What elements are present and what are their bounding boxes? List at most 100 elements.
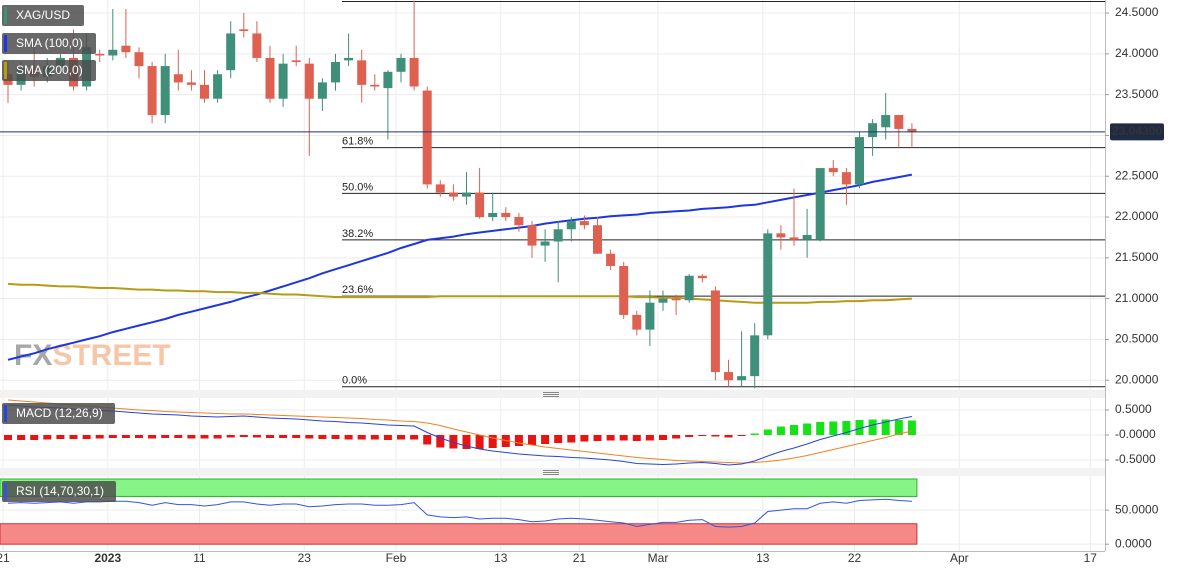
macd-histogram-bar: [397, 435, 405, 440]
watermark-street: STREET: [52, 339, 170, 372]
legend-label: SMA (100,0): [16, 36, 83, 50]
candle-body: [108, 49, 118, 56]
macd-histogram-bar: [121, 435, 130, 438]
y-tick-label: 24.5000: [1115, 5, 1159, 19]
legend-swatch: [4, 7, 7, 24]
candle-body: [763, 233, 773, 336]
macd-histogram-bar: [423, 435, 432, 445]
fib-label: 50.0%: [342, 181, 373, 193]
macd-histogram-bar: [488, 435, 497, 448]
candle-body: [252, 33, 262, 58]
macd-histogram-bar: [855, 420, 864, 435]
y-tick-label: -0.5000: [1115, 452, 1156, 466]
y-tick-label: 23.5000: [1115, 87, 1159, 101]
macd-histogram-bar: [161, 435, 170, 438]
legend-swatch: [4, 405, 7, 422]
candle-body: [750, 335, 760, 377]
candle-body: [265, 57, 275, 99]
candle-body: [370, 84, 380, 87]
macd-histogram-bar: [881, 419, 890, 435]
macd-histogram-bar: [357, 435, 366, 440]
macd-histogram-bar: [737, 435, 746, 436]
legend-swatch: [4, 483, 7, 500]
candle-body: [304, 63, 314, 99]
legend-swatch: [4, 35, 7, 52]
macd-histogram-bar: [370, 435, 379, 440]
macd-histogram-bar: [17, 435, 26, 440]
macd-histogram-bar: [514, 435, 523, 446]
sma-line: [7, 282, 912, 304]
legend-box: [2, 403, 115, 424]
candle-body: [422, 90, 432, 185]
macd-histogram-bar: [252, 435, 261, 438]
macd-histogram-bar: [672, 435, 681, 439]
candle-body: [200, 84, 209, 99]
x-tick-label: 21: [0, 551, 10, 565]
candle-body: [409, 57, 419, 87]
rsi-upper-band: [0, 478, 918, 497]
macd-histogram-bar: [829, 421, 838, 435]
macd-histogram-bar: [56, 435, 65, 439]
candle-body: [579, 221, 589, 226]
y-tick-label: 20.0000: [1115, 372, 1159, 386]
macd-histogram-bar: [698, 435, 707, 436]
legend-label: RSI (14,70,30,1): [16, 484, 104, 498]
sma-line: [7, 173, 913, 361]
y-tick-label: 0.5000: [1115, 402, 1152, 416]
candle-body: [357, 60, 367, 85]
candle-body: [186, 82, 196, 85]
macd-histogram-bar: [344, 435, 353, 440]
separator-handle: [543, 392, 559, 475]
macd-histogram-bar: [69, 435, 78, 439]
candle-body: [239, 29, 249, 32]
macd-histogram-bar: [213, 435, 222, 439]
macd-histogram-bar: [475, 435, 484, 449]
candle-body: [488, 212, 498, 218]
macd-line: [7, 404, 912, 466]
macd-histogram-bar: [619, 435, 628, 441]
macd-histogram-bar: [135, 435, 143, 438]
candle-body: [828, 168, 838, 173]
candle-body: [553, 229, 563, 242]
x-tick-label: 13: [494, 551, 508, 565]
macd-histogram-bar: [567, 435, 576, 443]
candle-body: [501, 212, 511, 218]
macd-histogram-bar: [816, 422, 825, 435]
macd-histogram-bar: [239, 435, 248, 437]
macd-histogram-bar: [200, 435, 209, 439]
x-tick-label: 11: [193, 551, 206, 565]
x-tick-label: 23: [298, 551, 312, 565]
candle-body: [593, 225, 602, 254]
candle-body: [396, 57, 406, 72]
macd-histogram-bar: [763, 429, 772, 435]
candle-body: [645, 302, 655, 330]
fib-label: 61.8%: [342, 136, 373, 148]
candle-body: [226, 33, 236, 71]
macd-histogram-bar: [528, 435, 536, 445]
candle-body: [462, 192, 471, 197]
candle-body: [448, 192, 458, 197]
macd-histogram-bar: [331, 435, 340, 439]
candle-body: [331, 62, 340, 83]
macd-histogram-bar: [383, 435, 392, 440]
legend-box: [2, 33, 96, 54]
candle-body: [514, 217, 524, 226]
fib-label: 38.2%: [342, 228, 373, 240]
macd-histogram-bar: [108, 435, 117, 438]
y-tick-label: -0.0000: [1115, 427, 1156, 441]
candle-body: [291, 60, 301, 63]
candle-body: [317, 82, 327, 99]
macd-histogram-bar: [82, 435, 91, 439]
candle-body: [789, 237, 799, 240]
macd-histogram-bar: [606, 435, 615, 441]
x-tick-label: Mar: [648, 551, 669, 565]
last-price-box: [1110, 123, 1164, 141]
candle-body: [619, 265, 629, 315]
macd-histogram-bar: [776, 426, 785, 435]
macd-histogram-bar: [43, 435, 52, 440]
watermark: FXSTREET: [14, 339, 171, 372]
y-tick-label: 22.5000: [1115, 168, 1159, 182]
candle-body: [724, 372, 733, 381]
legend-label: XAG/USD: [16, 8, 70, 22]
last-price-label: 23.04300: [1112, 124, 1162, 138]
